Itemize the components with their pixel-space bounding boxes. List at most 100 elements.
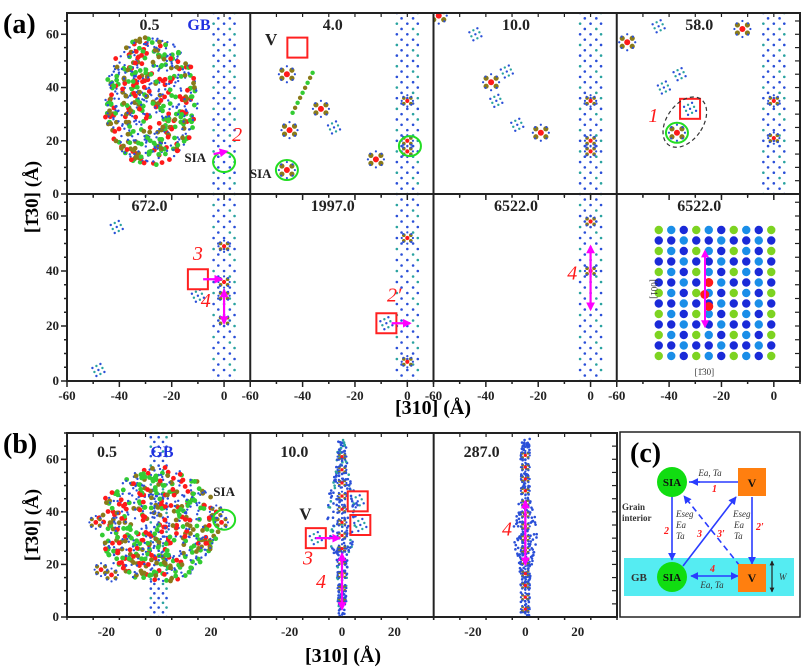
cascade-atom — [160, 115, 164, 118]
gb-atom — [411, 352, 415, 355]
cascade-atom — [116, 92, 119, 95]
gb-atom — [233, 139, 236, 143]
lattice-atom — [527, 563, 530, 567]
cascade-atom — [171, 64, 174, 68]
gb-atom — [782, 128, 786, 132]
lattice-atom — [288, 121, 291, 124]
cascade-atom — [163, 42, 169, 48]
gb-atom — [516, 537, 519, 540]
sia-core-atom — [739, 25, 746, 32]
lattice-atom — [589, 134, 592, 137]
lattice-atom — [585, 146, 588, 149]
lattice-atom — [679, 225, 688, 235]
gb-atom — [222, 214, 226, 218]
lattice-atom — [209, 537, 212, 540]
cascade-atom — [123, 50, 126, 54]
lattice-atom — [742, 309, 751, 319]
lattice-atom — [772, 131, 775, 134]
gb-atom — [406, 22, 409, 25]
gb-atom — [400, 286, 403, 289]
lattice-atom — [402, 143, 405, 146]
lattice-atom — [219, 315, 222, 318]
gb-label: GB — [187, 17, 210, 34]
cascade-atom — [125, 131, 131, 137]
lattice-atom — [210, 506, 213, 509]
gb-atom — [406, 171, 409, 175]
gb-atom — [583, 209, 587, 212]
gb-atom — [233, 324, 236, 328]
gb-atom — [400, 176, 403, 180]
node-sia-gb-label: SIA — [663, 572, 681, 584]
lattice-atom — [729, 225, 738, 235]
lattice-atom — [521, 540, 524, 543]
lattice-atom — [692, 225, 701, 235]
lattice-atom — [344, 465, 347, 468]
cascade-atom — [176, 55, 179, 58]
gb-atom — [595, 38, 598, 41]
cascade-atom — [113, 110, 119, 116]
cascade-atom — [157, 478, 163, 484]
lattice-atom — [484, 86, 487, 89]
vacancy-atom — [499, 97, 502, 101]
cascade-atom — [195, 107, 199, 110]
lattice-atom — [654, 267, 663, 277]
lattice-atom — [325, 102, 328, 105]
lattice-atom — [528, 489, 531, 492]
lattice-atom — [531, 131, 534, 134]
lattice-atom — [593, 95, 596, 98]
gb-atom — [217, 220, 220, 223]
vacancy-atom — [334, 130, 338, 133]
cascade-atom — [160, 493, 163, 496]
lattice-atom — [314, 113, 317, 116]
lattice-atom — [337, 563, 340, 567]
cascade-atom — [117, 120, 120, 123]
sia-core-atom — [523, 489, 527, 493]
lattice-atom — [527, 540, 530, 543]
lattice-atom — [344, 518, 347, 521]
cascade-atom — [147, 493, 151, 497]
gb-atom — [520, 441, 524, 444]
vacancy-atom — [472, 39, 475, 42]
gb-atom — [337, 474, 341, 478]
lattice-atom — [337, 452, 340, 455]
gb-atom — [589, 324, 592, 328]
lattice-atom — [104, 573, 107, 577]
gb-atom — [233, 171, 236, 175]
lattice-atom — [519, 513, 523, 516]
lattice-atom — [521, 469, 524, 472]
lattice-atom — [692, 288, 701, 298]
cascade-atom — [151, 569, 157, 575]
lattice-atom — [524, 482, 527, 485]
gb-atom — [416, 182, 420, 185]
vacancy-atom — [200, 292, 204, 295]
cascade-atom — [151, 541, 155, 544]
lattice-atom — [742, 246, 751, 256]
crowdion-atom — [290, 110, 295, 116]
lattice-atom — [344, 576, 347, 580]
lattice-atom — [767, 236, 776, 245]
cascade-atom — [130, 128, 136, 134]
gb-atom — [782, 64, 786, 68]
lattice-atom — [729, 257, 738, 266]
vacancy-atom — [678, 73, 681, 76]
vacancy-atom — [194, 290, 198, 293]
cascade-atom — [116, 512, 120, 515]
edge-2prime-step: 2′ — [755, 522, 764, 533]
gb-atom — [416, 96, 420, 100]
cascade-atom — [182, 120, 185, 123]
cascade-atom — [170, 523, 176, 528]
cascade-atom — [208, 494, 214, 500]
gb-atom — [228, 341, 232, 344]
gb-atom — [583, 134, 587, 137]
cascade-atom — [139, 475, 145, 481]
lattice-atom — [593, 154, 596, 157]
gb-atom — [589, 313, 592, 317]
vacancy-atom — [113, 221, 116, 225]
gb-atom — [406, 280, 409, 284]
gb-atom — [228, 374, 232, 377]
lattice-atom — [340, 473, 344, 476]
gb-atom — [766, 112, 770, 116]
gb-atom — [583, 374, 587, 377]
cascade-atom — [120, 487, 126, 493]
cascade-atom — [196, 102, 199, 105]
